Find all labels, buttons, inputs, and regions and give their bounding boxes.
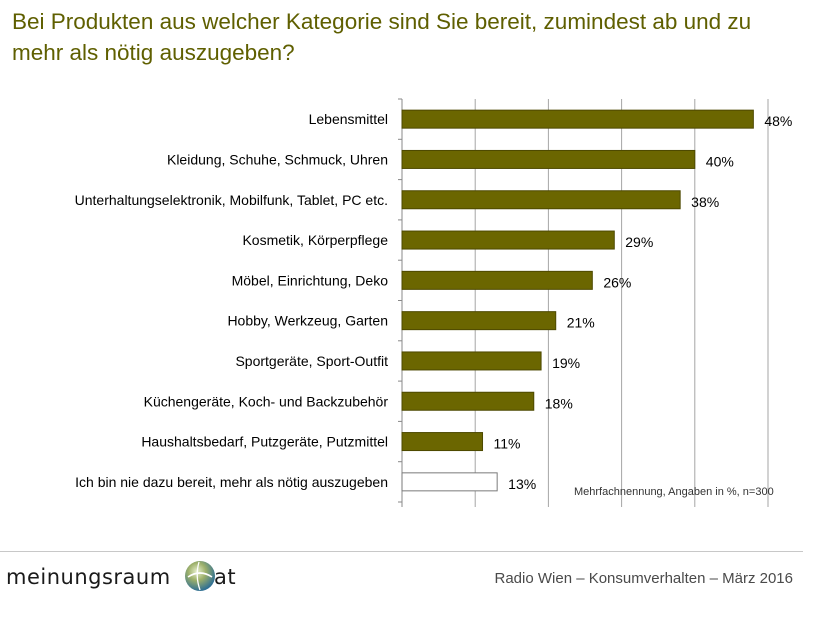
category-label: Lebensmittel (309, 111, 388, 127)
data-label: 48% (764, 113, 792, 129)
bar (401, 149, 696, 169)
category-label: Kleidung, Schuhe, Schmuck, Uhren (167, 151, 388, 167)
bar (401, 432, 484, 452)
bar (401, 472, 498, 492)
logo-text-left: meinungsraum (6, 565, 171, 589)
category-label: Kosmetik, Körperpflege (242, 232, 388, 248)
data-label: 26% (603, 274, 631, 290)
data-label: 13% (508, 476, 536, 492)
data-label: 11% (494, 436, 521, 452)
category-label: Hobby, Werkzeug, Garten (227, 313, 388, 329)
category-label: Unterhaltungselektronik, Mobilfunk, Tabl… (75, 192, 388, 208)
category-label: Küchengeräte, Koch- und Backzubehör (144, 393, 389, 409)
data-label: 18% (545, 395, 573, 411)
category-label: Möbel, Einrichtung, Deko (232, 272, 389, 288)
chart-title: Bei Produkten aus welcher Kategorie sind… (12, 6, 802, 68)
bar (401, 109, 754, 129)
bar-chart: Lebensmittel 48% Kleidung, Schuhe, Schmuck… (75, 98, 792, 507)
bar (401, 230, 615, 250)
data-label: 19% (552, 355, 580, 371)
data-label: 29% (625, 234, 653, 250)
logo-text-right: at (214, 565, 237, 589)
category-label: Sportgeräte, Sport-Outfit (235, 353, 388, 369)
globe-icon (185, 561, 215, 591)
chart-note: Mehrfachnennung, Angaben in %, n=300 (574, 486, 774, 498)
data-label: 38% (691, 194, 719, 210)
category-label: Haushaltsbedarf, Putzgeräte, Putzmittel (141, 434, 388, 450)
title-line-2: mehr als nötig auszugeben? (12, 40, 295, 65)
data-label: 40% (706, 153, 734, 169)
bar (401, 270, 593, 290)
bar (401, 351, 542, 371)
footer-source: Radio Wien – Konsumverhalten – März 2016 (494, 570, 794, 587)
bar (401, 190, 681, 210)
category-label: Ich bin nie dazu bereit, mehr als nötig … (75, 474, 388, 490)
footer-divider (0, 551, 803, 552)
bar (401, 391, 535, 411)
data-label: 21% (567, 315, 595, 331)
title-line-1: Bei Produkten aus welcher Kategorie sind… (12, 9, 752, 34)
bar (401, 311, 557, 331)
